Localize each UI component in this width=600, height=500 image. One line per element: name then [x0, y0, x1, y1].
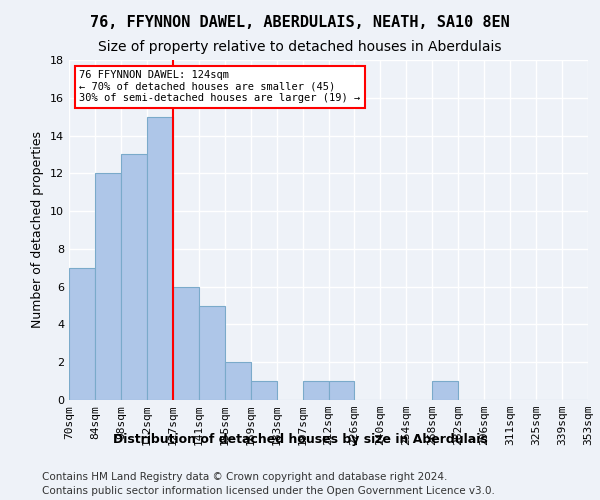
- Bar: [251, 381, 277, 400]
- Text: 76 FFYNNON DAWEL: 124sqm
← 70% of detached houses are smaller (45)
30% of semi-d: 76 FFYNNON DAWEL: 124sqm ← 70% of detach…: [79, 70, 361, 103]
- Bar: [69, 268, 95, 400]
- Bar: [121, 154, 147, 400]
- Bar: [329, 381, 355, 400]
- Text: Contains HM Land Registry data © Crown copyright and database right 2024.: Contains HM Land Registry data © Crown c…: [42, 472, 448, 482]
- Bar: [225, 362, 251, 400]
- Text: Contains public sector information licensed under the Open Government Licence v3: Contains public sector information licen…: [42, 486, 495, 496]
- Bar: [199, 306, 224, 400]
- Text: Distribution of detached houses by size in Aberdulais: Distribution of detached houses by size …: [113, 432, 487, 446]
- Text: Size of property relative to detached houses in Aberdulais: Size of property relative to detached ho…: [98, 40, 502, 54]
- Bar: [95, 174, 121, 400]
- Bar: [433, 381, 458, 400]
- Text: 76, FFYNNON DAWEL, ABERDULAIS, NEATH, SA10 8EN: 76, FFYNNON DAWEL, ABERDULAIS, NEATH, SA…: [90, 15, 510, 30]
- Y-axis label: Number of detached properties: Number of detached properties: [31, 132, 44, 328]
- Bar: [147, 116, 173, 400]
- Bar: [302, 381, 329, 400]
- Bar: [173, 286, 199, 400]
